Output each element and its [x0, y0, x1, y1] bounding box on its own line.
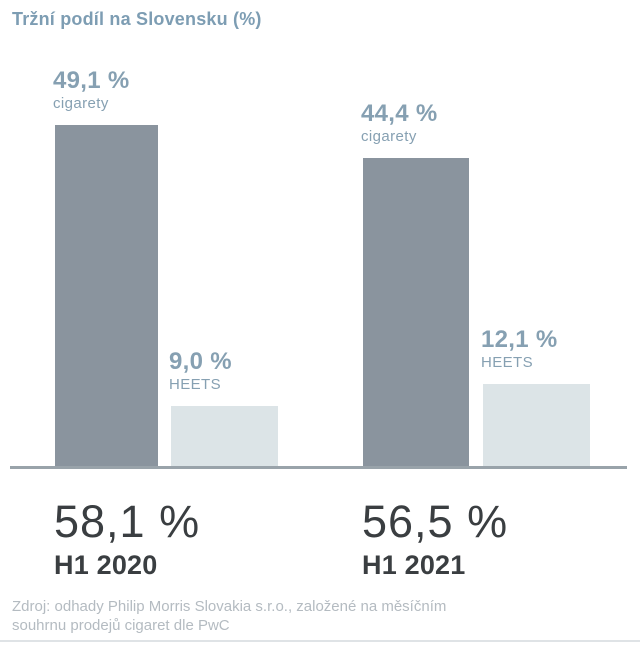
total-2020: 58,1 % H1 2020 — [54, 496, 200, 581]
bar-column-2021-cigarettes: 44,4 % cigarety — [361, 0, 469, 469]
chart-title: Tržní podíl na Slovensku (%) — [12, 9, 262, 29]
period-label-2020: H1 2020 — [54, 549, 158, 580]
bar-value-2021-heets: 12,1 % — [481, 326, 558, 354]
period-label-2021: H1 2021 — [362, 549, 466, 580]
source-note-line2: souhrnu prodejů cigaret dle PwC — [12, 617, 230, 634]
bar-2021-cigarettes — [363, 158, 469, 469]
total-2021: 56,5 % H1 2021 — [362, 496, 508, 581]
bar-column-2020-cigarettes: 49,1 % cigarety — [53, 0, 158, 469]
bar-column-2021-heets: 12,1 % HEETS — [481, 0, 590, 469]
source-note: Zdroj: odhady Philip Morris Slovakia s.r… — [12, 597, 446, 635]
x-axis-baseline — [10, 466, 627, 469]
bar-column-2020-heets: 9,0 % HEETS — [169, 0, 278, 469]
total-value-2021: 56,5 % — [362, 496, 509, 547]
bar-series-2020-heets: HEETS — [169, 376, 222, 393]
bar-2020-heets — [171, 406, 278, 469]
source-note-line1: Zdroj: odhady Philip Morris Slovakia s.r… — [12, 598, 447, 615]
bar-value-2020-cigarettes: 49,1 % — [53, 67, 130, 95]
bar-label-2020-heets: 9,0 % HEETS — [169, 348, 232, 393]
bar-series-2021-cigarettes: cigarety — [361, 128, 417, 145]
bar-series-2020-cigarettes: cigarety — [53, 95, 109, 112]
bar-label-2021-heets: 12,1 % HEETS — [481, 326, 558, 371]
bottom-divider — [0, 640, 640, 642]
bar-value-2020-heets: 9,0 % — [169, 348, 232, 376]
bar-series-2021-heets: HEETS — [481, 354, 534, 371]
bar-label-2021-cigarettes: 44,4 % cigarety — [361, 100, 438, 145]
total-value-2020: 58,1 % — [54, 496, 201, 547]
bar-2020-cigarettes — [55, 125, 158, 469]
bar-value-2021-cigarettes: 44,4 % — [361, 100, 438, 128]
bar-2021-heets — [483, 384, 590, 469]
bar-label-2020-cigarettes: 49,1 % cigarety — [53, 67, 130, 112]
